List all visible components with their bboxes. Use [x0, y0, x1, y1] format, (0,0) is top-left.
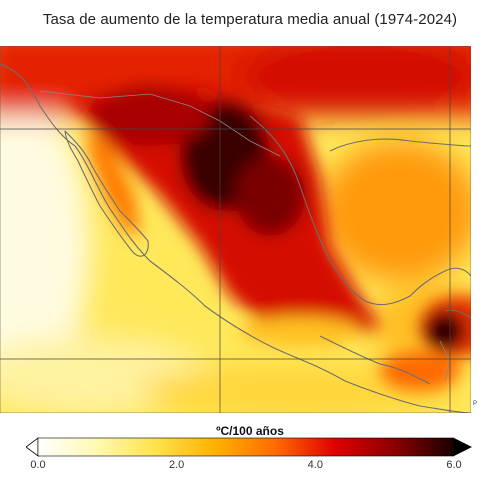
temperature-trend-map: [0, 46, 471, 413]
legend-tick-label: 6.0: [446, 459, 462, 471]
credit-text: P: [473, 401, 478, 407]
legend-title: ºC/100 años: [216, 424, 284, 438]
legend-tick-label: 4.0: [307, 459, 323, 471]
legend-colorbar: [37, 437, 455, 457]
legend-min-arrow: [26, 437, 39, 457]
lat-lon-grid: [0, 46, 471, 413]
coastlines: [0, 63, 471, 413]
legend-max-arrow: [454, 438, 472, 456]
color-legend: [26, 437, 476, 457]
legend-tick-label: 0.0: [30, 459, 46, 471]
legend-tick-label: 2.0: [169, 459, 185, 471]
map-title: Tasa de aumento de la temperatura media …: [42, 11, 458, 28]
